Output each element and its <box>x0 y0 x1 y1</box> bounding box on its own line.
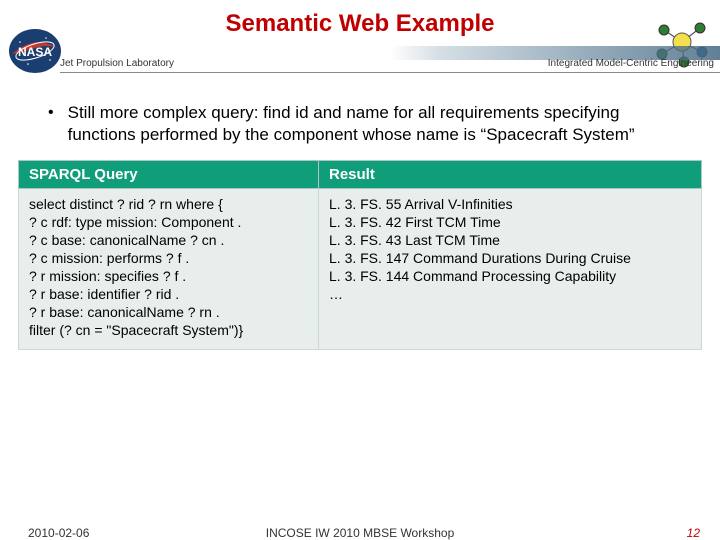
table-header-row: SPARQL Query Result <box>19 161 702 189</box>
nasa-logo-icon: NASA <box>6 24 64 74</box>
footer-page-number: 12 <box>687 526 700 540</box>
bullet-item: • Still more complex query: find id and … <box>48 102 690 146</box>
slide-title: Semantic Web Example <box>0 0 720 38</box>
svg-text:NASA: NASA <box>18 45 52 59</box>
bullet-text: Still more complex query: find id and na… <box>68 102 690 146</box>
footer-center: INCOSE IW 2010 MBSE Workshop <box>0 526 720 540</box>
header-bar: NASA Jet Propulsion Laboratory Integrate… <box>0 46 720 84</box>
org-left-label: Jet Propulsion Laboratory <box>60 58 174 69</box>
result-cell: L. 3. FS. 55 Arrival V-InfinitiesL. 3. F… <box>319 189 702 350</box>
col-header-query: SPARQL Query <box>19 161 319 189</box>
query-result-table: SPARQL Query Result select distinct ? ri… <box>18 160 702 350</box>
header-underline <box>60 72 720 73</box>
bullet-marker: • <box>48 102 54 146</box>
content-area: • Still more complex query: find id and … <box>0 84 720 146</box>
col-header-result: Result <box>319 161 702 189</box>
query-cell: select distinct ? rid ? rn where {? c rd… <box>19 189 319 350</box>
table-row: select distinct ? rid ? rn where {? c rd… <box>19 189 702 350</box>
header-labels: Jet Propulsion Laboratory Integrated Mod… <box>60 58 720 69</box>
org-right-label: Integrated Model-Centric Engineering <box>548 58 714 69</box>
